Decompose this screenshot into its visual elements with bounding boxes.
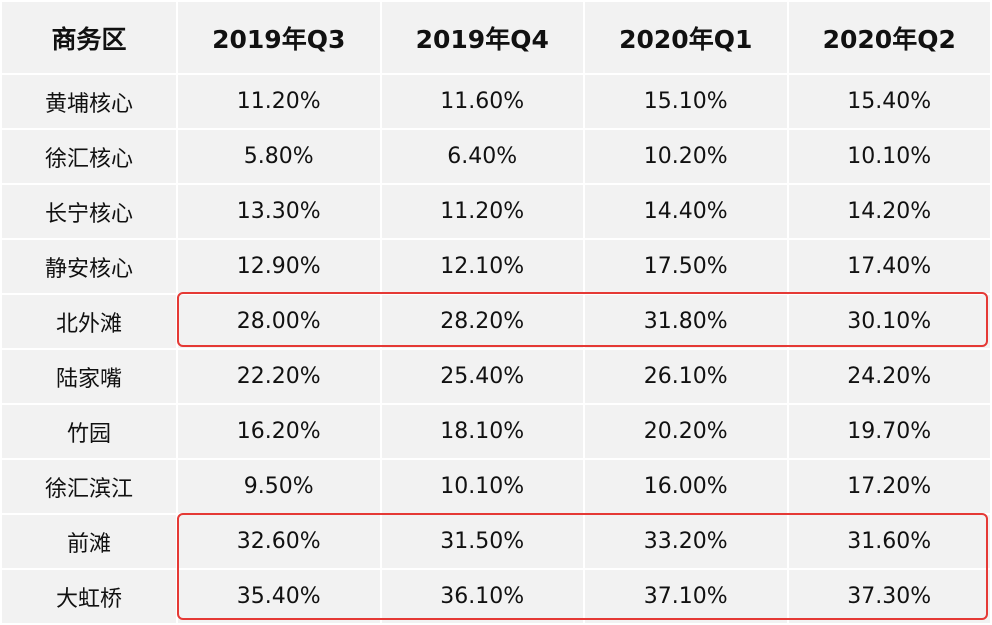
value-cell: 10.20% [583, 128, 789, 185]
header-district: 商务区 [0, 0, 178, 75]
value-cell: 36.10% [379, 568, 585, 625]
value-cell: 32.60% [176, 513, 382, 570]
value-cell: 6.40% [379, 128, 585, 185]
value-cell: 33.20% [583, 513, 789, 570]
value-cell: 18.10% [379, 403, 585, 460]
value-cell: 11.20% [176, 73, 382, 130]
value-cell: 37.10% [583, 568, 789, 625]
value-cell: 20.20% [583, 403, 789, 460]
header-2020q2: 2020年Q2 [786, 0, 992, 75]
district-name: 长宁核心 [0, 183, 178, 240]
district-name: 前滩 [0, 513, 178, 570]
value-cell: 17.20% [786, 458, 992, 515]
table-row: 大虹桥 35.40% 36.10% 37.10% 37.30% [0, 568, 992, 625]
value-cell: 25.40% [379, 348, 585, 405]
district-name: 竹园 [0, 403, 178, 460]
value-cell: 15.40% [786, 73, 992, 130]
value-cell: 5.80% [176, 128, 382, 185]
value-cell: 28.00% [176, 293, 382, 350]
value-cell: 28.20% [379, 293, 585, 350]
value-cell: 11.20% [379, 183, 585, 240]
district-name: 黄埔核心 [0, 73, 178, 130]
value-cell: 35.40% [176, 568, 382, 625]
table-row: 竹园 16.20% 18.10% 20.20% 19.70% [0, 403, 992, 460]
value-cell: 26.10% [583, 348, 789, 405]
value-cell: 12.90% [176, 238, 382, 295]
value-cell: 17.40% [786, 238, 992, 295]
value-cell: 9.50% [176, 458, 382, 515]
value-cell: 14.40% [583, 183, 789, 240]
table-row: 前滩 32.60% 31.50% 33.20% 31.60% [0, 513, 992, 570]
value-cell: 17.50% [583, 238, 789, 295]
value-cell: 11.60% [379, 73, 585, 130]
district-name: 徐汇核心 [0, 128, 178, 185]
value-cell: 31.50% [379, 513, 585, 570]
value-cell: 15.10% [583, 73, 789, 130]
value-cell: 13.30% [176, 183, 382, 240]
header-2019q4: 2019年Q4 [379, 0, 585, 75]
table-row: 北外滩 28.00% 28.20% 31.80% 30.10% [0, 293, 992, 350]
value-cell: 12.10% [379, 238, 585, 295]
value-cell: 37.30% [786, 568, 992, 625]
value-cell: 16.00% [583, 458, 789, 515]
district-name: 大虹桥 [0, 568, 178, 625]
table-row: 长宁核心 13.30% 11.20% 14.40% 14.20% [0, 183, 992, 240]
table-row: 徐汇滨江 9.50% 10.10% 16.00% 17.20% [0, 458, 992, 515]
table-row: 黄埔核心 11.20% 11.60% 15.10% 15.40% [0, 73, 992, 130]
header-row: 商务区 2019年Q3 2019年Q4 2020年Q1 2020年Q2 [0, 0, 992, 75]
district-name: 北外滩 [0, 293, 178, 350]
value-cell: 14.20% [786, 183, 992, 240]
value-cell: 22.20% [176, 348, 382, 405]
value-cell: 16.20% [176, 403, 382, 460]
table-row: 陆家嘴 22.20% 25.40% 26.10% 24.20% [0, 348, 992, 405]
table-row: 徐汇核心 5.80% 6.40% 10.20% 10.10% [0, 128, 992, 185]
value-cell: 10.10% [379, 458, 585, 515]
district-name: 徐汇滨江 [0, 458, 178, 515]
value-cell: 30.10% [786, 293, 992, 350]
value-cell: 19.70% [786, 403, 992, 460]
value-cell: 31.80% [583, 293, 789, 350]
value-cell: 10.10% [786, 128, 992, 185]
value-cell: 24.20% [786, 348, 992, 405]
header-2019q3: 2019年Q3 [176, 0, 382, 75]
value-cell: 31.60% [786, 513, 992, 570]
district-name: 静安核心 [0, 238, 178, 295]
table-row: 静安核心 12.90% 12.10% 17.50% 17.40% [0, 238, 992, 295]
header-2020q1: 2020年Q1 [583, 0, 789, 75]
district-name: 陆家嘴 [0, 348, 178, 405]
